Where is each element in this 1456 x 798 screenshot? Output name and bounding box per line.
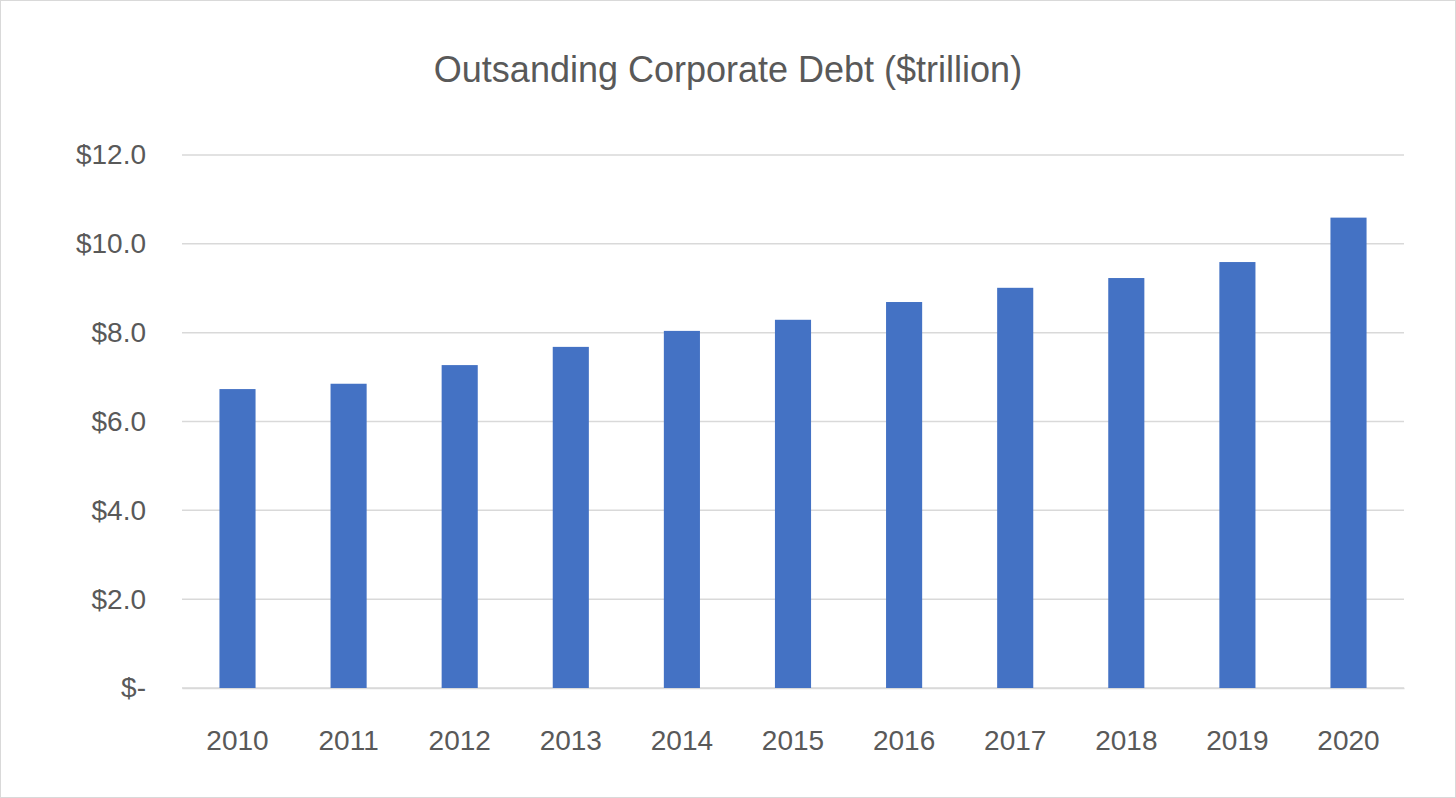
x-axis: 2010 2011 2012 2013 2014 2015 2016 2017 2018 2019…: [183, 688, 1405, 756]
x-tick: 2016: [873, 688, 935, 756]
x-tick: 2011: [318, 688, 378, 756]
bars: [219, 218, 1366, 688]
y-tick-label: $8.0: [92, 317, 147, 348]
grid-line: [182, 243, 1404, 245]
x-tick-label: 2016: [873, 725, 935, 756]
x-tick-label: 2020: [1317, 725, 1379, 756]
grid: [182, 155, 1404, 688]
bar: [1108, 278, 1144, 688]
bar: [553, 347, 589, 688]
y-axis: $- $2.0 $4.0 $6.0 $8.0 $10.0 $12.0: [76, 139, 183, 703]
y-tick: $8.0: [92, 317, 183, 348]
bar: [886, 302, 922, 688]
x-tick: 2015: [762, 688, 824, 756]
x-tick: 2010: [206, 688, 268, 756]
y-tick-label: $10.0: [76, 228, 146, 259]
y-tick: $12.0: [76, 139, 182, 170]
bar: [775, 320, 811, 688]
x-tick-label: 2014: [651, 725, 713, 756]
x-tick-label: 2013: [540, 725, 602, 756]
y-tick-label: $-: [121, 672, 146, 703]
y-tick: $-: [121, 672, 182, 703]
x-tick-label: 2017: [984, 725, 1046, 756]
grid-line: [182, 154, 1404, 156]
x-tick-label: 2010: [206, 725, 268, 756]
x-tick: 2017: [984, 688, 1046, 756]
y-tick: $2.0: [92, 584, 183, 615]
chart: $- $2.0 $4.0 $6.0 $8.0 $10.0 $12.0 2010 2011 2012…: [0, 0, 1456, 798]
y-tick-label: $6.0: [92, 406, 147, 437]
y-axis-line: [182, 156, 183, 689]
bar: [997, 288, 1033, 688]
y-tick: $10.0: [76, 228, 182, 259]
y-tick-label: $12.0: [76, 139, 146, 170]
x-tick-label: 2012: [429, 725, 491, 756]
bar: [1219, 262, 1255, 688]
bar: [331, 384, 367, 688]
x-tick-label: 2018: [1095, 725, 1157, 756]
bar: [664, 331, 700, 688]
y-tick-label: $2.0: [92, 584, 147, 615]
bar: [442, 365, 478, 688]
x-tick-label: 2011: [318, 725, 378, 756]
y-tick: $6.0: [92, 406, 183, 437]
x-tick-label: 2019: [1206, 725, 1268, 756]
x-tick: 2014: [651, 688, 713, 756]
x-tick: 2020: [1317, 688, 1379, 756]
x-tick: 2019: [1206, 688, 1268, 756]
x-tick: 2013: [540, 688, 602, 756]
x-tick: 2012: [429, 688, 491, 756]
bar: [1330, 218, 1366, 688]
bar: [219, 389, 255, 688]
plot: $- $2.0 $4.0 $6.0 $8.0 $10.0 $12.0 2010 2011 2012…: [76, 139, 1405, 755]
bar-group: [219, 218, 1366, 688]
title: Outsanding Corporate Debt ($trillion): [434, 49, 1022, 90]
y-tick-label: $4.0: [92, 495, 147, 526]
chart-border: [1, 1, 1456, 798]
y-tick: $4.0: [92, 495, 183, 526]
x-tick: 2018: [1095, 688, 1157, 756]
x-tick-label: 2015: [762, 725, 824, 756]
